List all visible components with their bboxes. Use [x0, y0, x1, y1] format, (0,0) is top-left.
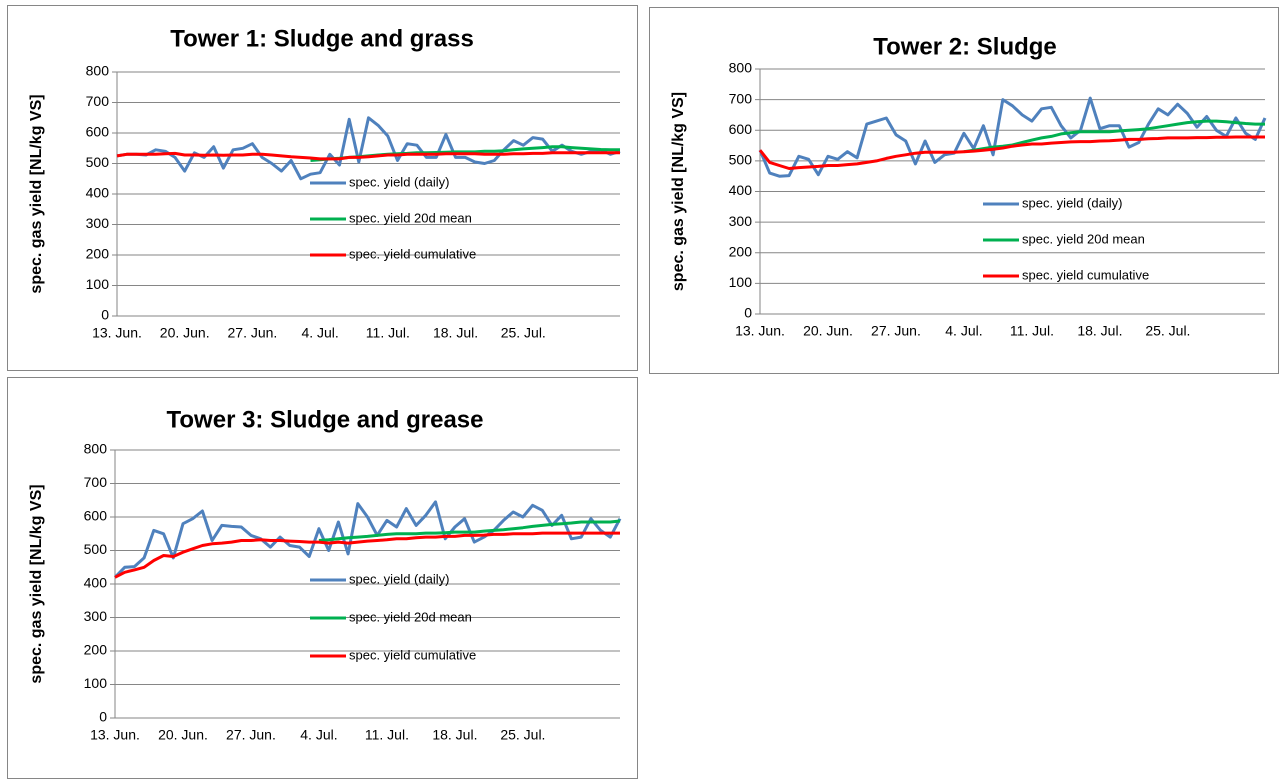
x-tick-label: 25. Jul.	[500, 727, 545, 743]
y-axis-label: spec. gas yield [NL/kg VS]	[28, 484, 45, 683]
x-tick-label: 13. Jun.	[92, 325, 142, 341]
chart-frame	[7, 377, 638, 779]
x-tick-label: 27. Jun.	[228, 325, 278, 341]
x-tick-label: 4. Jul.	[300, 727, 337, 743]
series-line	[114, 531, 620, 579]
y-axis-label: spec. gas yield [NL/kg VS]	[670, 92, 687, 291]
x-tick-label: 27. Jun.	[871, 323, 921, 339]
y-tick-label: 0	[99, 709, 107, 725]
series-line	[113, 500, 622, 579]
x-tick-label: 27. Jun.	[226, 727, 276, 743]
legend-label: spec. yield cumulative	[349, 246, 476, 261]
x-tick-label: 11. Jul.	[1010, 323, 1054, 339]
x-tick-label: 11. Jul.	[365, 727, 409, 743]
chart-title: Tower 1: Sludge and grass	[170, 25, 474, 52]
x-tick-label: 20. Jun.	[158, 727, 208, 743]
x-tick-label: 18. Jul.	[1077, 323, 1122, 339]
legend-label: spec. yield 20d mean	[1022, 231, 1145, 246]
x-tick-label: 25. Jul.	[501, 325, 546, 341]
y-tick-label: 700	[86, 93, 110, 109]
series-line	[318, 519, 621, 542]
legend-label: spec. yield (daily)	[349, 571, 449, 586]
y-tick-label: 800	[84, 441, 108, 457]
y-tick-label: 200	[729, 243, 753, 259]
series-line	[758, 135, 1265, 170]
y-axis-label: spec. gas yield [NL/kg VS]	[28, 94, 45, 293]
x-tick-label: 11. Jul.	[366, 325, 410, 341]
y-tick-label: 0	[101, 307, 109, 323]
y-tick-label: 600	[84, 508, 108, 524]
legend-label: spec. yield cumulative	[1022, 267, 1149, 282]
y-tick-label: 800	[86, 63, 110, 79]
y-tick-label: 600	[729, 121, 753, 137]
x-tick-label: 18. Jul.	[433, 325, 478, 341]
legend-label: spec. yield cumulative	[349, 647, 476, 662]
chart-title: Tower 3: Sludge and grease	[167, 406, 484, 433]
y-tick-label: 500	[729, 152, 753, 168]
series-line	[116, 151, 620, 161]
y-tick-label: 500	[86, 154, 110, 170]
x-tick-label: 13. Jun.	[90, 727, 140, 743]
legend-label: spec. yield 20d mean	[349, 609, 472, 624]
y-tick-label: 0	[744, 305, 752, 321]
y-tick-label: 300	[84, 608, 108, 624]
y-tick-label: 700	[84, 474, 108, 490]
x-tick-label: 18. Jul.	[432, 727, 477, 743]
series-line	[758, 96, 1267, 178]
x-tick-label: 4. Jul.	[945, 323, 982, 339]
chart-frame	[7, 5, 638, 371]
x-tick-label: 25. Jul.	[1145, 323, 1190, 339]
y-tick-label: 400	[729, 182, 753, 198]
x-tick-label: 13. Jun.	[735, 323, 785, 339]
y-tick-label: 800	[729, 60, 753, 76]
y-tick-label: 100	[86, 276, 110, 292]
y-tick-label: 200	[84, 642, 108, 658]
legend-label: spec. yield (daily)	[349, 174, 449, 189]
y-tick-label: 200	[86, 246, 110, 262]
chart: Tower 2: Sludge spec. gas yield [NL/kg VS…	[649, 7, 1279, 374]
legend-label: spec. yield (daily)	[1022, 195, 1122, 210]
legend-label: spec. yield 20d mean	[349, 210, 472, 225]
chart-title: Tower 2: Sludge	[873, 33, 1057, 60]
chart: Tower 3: Sludge and grease spec. gas yiel…	[7, 377, 638, 779]
y-tick-label: 600	[86, 124, 110, 140]
y-tick-label: 100	[84, 675, 108, 691]
y-tick-label: 400	[84, 575, 108, 591]
y-tick-label: 100	[729, 274, 753, 290]
y-tick-label: 300	[86, 215, 110, 231]
chart: Tower 1: Sludge and grass spec. gas yield…	[7, 5, 638, 371]
x-tick-label: 20. Jun.	[160, 325, 210, 341]
y-tick-label: 500	[84, 541, 108, 557]
x-tick-label: 20. Jun.	[803, 323, 853, 339]
y-tick-label: 400	[86, 185, 110, 201]
x-tick-label: 4. Jul.	[301, 325, 338, 341]
y-tick-label: 300	[729, 213, 753, 229]
y-tick-label: 700	[729, 90, 753, 106]
